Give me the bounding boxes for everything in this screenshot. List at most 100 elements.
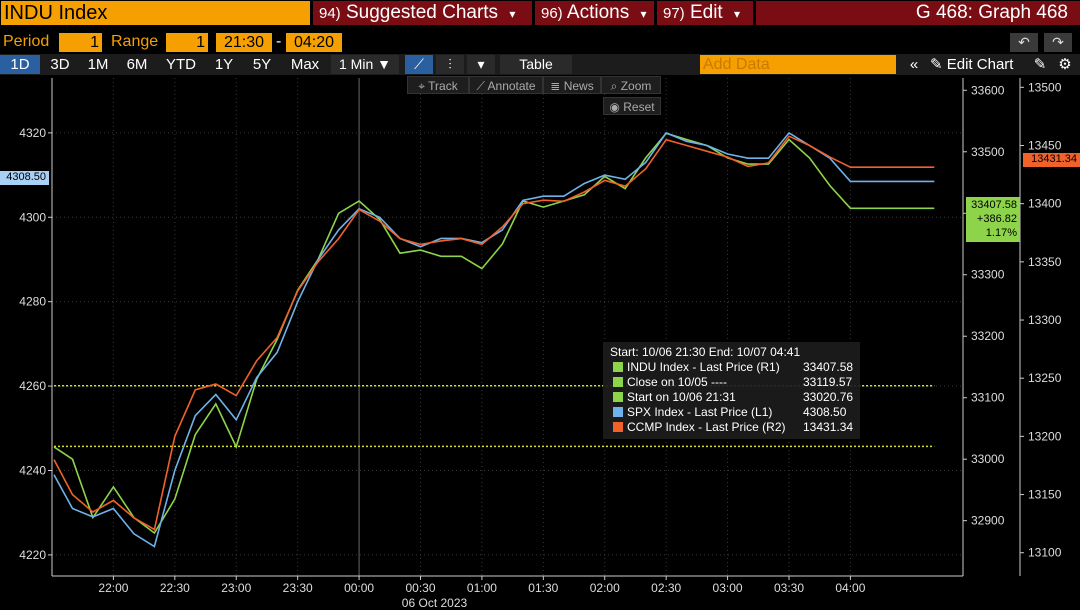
caret-down-icon: ▾	[640, 7, 647, 21]
spx-price-tag: 4308.50	[0, 171, 49, 185]
track-tool[interactable]: ⌖ Track	[407, 76, 469, 94]
track-label: Track	[428, 79, 458, 93]
redo-icon[interactable]: ↷	[1044, 33, 1072, 52]
chart-area[interactable]: 4220 4240 4260 4280 4300 4320 32900 33000 33100 3…	[0, 75, 1080, 610]
indu-price: 33407.58	[971, 199, 1017, 211]
ticker-field[interactable]: INDU Index	[1, 1, 310, 25]
right2-tick-label: 13200	[1028, 429, 1062, 443]
range-6m[interactable]: 6M	[126, 56, 148, 73]
right2-tick-label: 13100	[1028, 546, 1062, 560]
right1-tick-label: 33500	[971, 145, 1005, 159]
left-tick-label: 4280	[19, 295, 46, 309]
annotate-tool[interactable]: ⟋ Annotate	[469, 76, 543, 94]
right2-tick-label: 13450	[1028, 138, 1062, 152]
chevron-down-icon[interactable]: ▾	[467, 55, 495, 74]
right2-tick-label: 13350	[1028, 255, 1062, 269]
legend-swatch	[613, 362, 623, 372]
gear-icon[interactable]: ⚙	[1058, 56, 1072, 73]
add-data-input[interactable]: Add Data	[700, 55, 896, 74]
end-time-input[interactable]: 04:20	[286, 33, 342, 52]
right1-tick-label: 33300	[971, 268, 1005, 282]
edit-menu[interactable]: 97) Edit ▾	[657, 1, 753, 25]
legend-row: SPX Index - Last Price (L1) 4308.50	[613, 405, 858, 420]
caret-down-icon: ▾	[734, 7, 741, 21]
left-tick-label: 4220	[19, 548, 46, 562]
x-tick-label: 03:00	[713, 581, 743, 595]
series-line-0	[53, 132, 935, 535]
range-ytd[interactable]: YTD	[166, 56, 196, 73]
menu-number: 96)	[541, 5, 563, 22]
series-line-3	[53, 131, 935, 548]
start-time-input[interactable]: 21:30	[216, 33, 272, 52]
left-tick-label: 4260	[19, 379, 46, 393]
reset-icon: ◉	[609, 100, 620, 114]
news-label: News	[563, 79, 594, 93]
period-input[interactable]: 1	[59, 33, 102, 52]
edit-icon[interactable]: ✎	[1033, 56, 1047, 73]
x-axis-label: 06 Oct 2023	[402, 596, 468, 610]
news-tool[interactable]: ≣ News	[543, 76, 601, 94]
magnifier-icon: ⌕	[610, 79, 618, 93]
graph-title: G 468: Graph 468	[756, 1, 1080, 25]
bar-chart-icon[interactable]: ⫶	[436, 55, 464, 74]
reset-label: Reset	[623, 100, 655, 114]
legend-name: CCMP Index - Last Price (R2)	[627, 420, 786, 434]
legend-swatch	[613, 377, 623, 387]
left-tick-label: 4300	[19, 210, 46, 224]
pencil-icon: ✎	[930, 56, 943, 73]
x-tick-label: 00:30	[405, 581, 435, 595]
x-tick-label: 23:30	[283, 581, 313, 595]
collapse-icon[interactable]: «	[909, 56, 919, 73]
ccmp-price-tag: 13431.34	[1023, 153, 1080, 167]
range-3d[interactable]: 3D	[50, 56, 70, 73]
legend-name: Close on 10/05 ----	[627, 375, 728, 389]
interval-select[interactable]: 1 Min ▼	[331, 55, 399, 74]
news-icon: ≣	[550, 79, 561, 93]
x-tick-label: 23:00	[221, 581, 251, 595]
caret-down-icon: ▾	[509, 7, 516, 21]
reset-tool[interactable]: ◉ Reset	[603, 97, 661, 115]
x-tick-label: 01:00	[467, 581, 497, 595]
right2-tick-label: 13250	[1028, 371, 1062, 385]
edit-chart-button[interactable]: ✎ Edit Chart	[930, 55, 1013, 74]
legend-value: 33020.76	[803, 390, 854, 404]
legend-swatch	[613, 422, 623, 432]
range-input[interactable]: 1	[166, 33, 208, 52]
indu-price-tag: 33407.58 +386.82 1.17%	[966, 197, 1020, 242]
legend-value: 13431.34	[803, 420, 854, 434]
range-1m[interactable]: 1M	[87, 56, 109, 73]
right1-tick-label: 33000	[971, 452, 1005, 466]
right1-tick-label: 33100	[971, 391, 1005, 405]
range-1d[interactable]: 1D	[0, 55, 40, 74]
table-button[interactable]: Table	[500, 55, 572, 74]
x-tick-label: 04:00	[835, 581, 865, 595]
menu-number: 94)	[319, 5, 341, 22]
menu-label: Edit	[689, 2, 723, 23]
range-dash: -	[276, 33, 282, 50]
suggested-charts-menu[interactable]: 94) Suggested Charts ▾	[313, 1, 532, 25]
x-tick-label: 02:30	[651, 581, 681, 595]
legend-value: 33407.58	[803, 360, 854, 374]
range-label: Range	[111, 33, 159, 50]
legend-value: 4308.50	[803, 405, 847, 419]
x-tick-label: 01:30	[528, 581, 558, 595]
zoom-tool[interactable]: ⌕ Zoom	[601, 76, 661, 94]
chart-legend: Start: 10/06 21:30 End: 10/07 04:41 INDU…	[603, 342, 860, 439]
indu-change: +386.82	[976, 213, 1017, 225]
line-icon: ⟋	[476, 79, 485, 93]
menu-label: Suggested Charts	[345, 2, 499, 23]
range-max[interactable]: Max	[290, 56, 320, 73]
range-5y[interactable]: 5Y	[252, 56, 272, 73]
range-1y[interactable]: 1Y	[214, 56, 234, 73]
right2-tick-label: 13300	[1028, 313, 1062, 327]
right1-tick-label: 32900	[971, 514, 1005, 528]
undo-icon[interactable]: ↶	[1010, 33, 1038, 52]
legend-name: INDU Index - Last Price (R1)	[627, 360, 780, 374]
indu-pct: 1.17%	[985, 227, 1017, 239]
actions-menu[interactable]: 96) Actions ▾	[535, 1, 654, 25]
line-chart-icon[interactable]: ⟋	[405, 55, 433, 74]
legend-value: 33119.57	[803, 375, 853, 389]
x-tick-label: 00:00	[344, 581, 374, 595]
legend-row: INDU Index - Last Price (R1) 33407.58	[613, 360, 858, 375]
right1-tick-label: 33200	[971, 329, 1005, 343]
